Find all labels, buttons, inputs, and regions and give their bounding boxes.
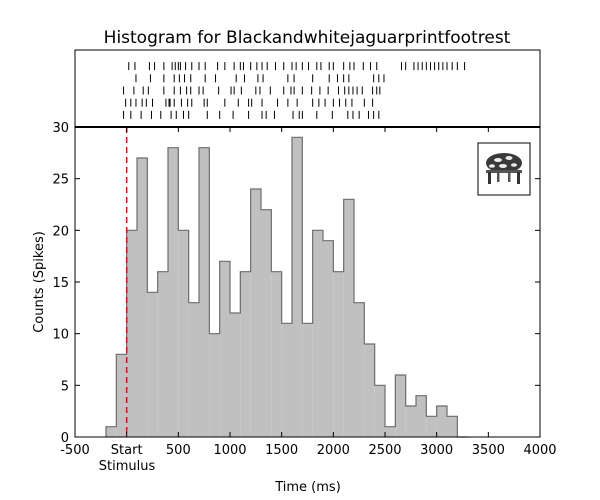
histogram-bar: [416, 395, 427, 437]
x-tick-label: -500: [60, 443, 90, 458]
histogram-bar: [157, 271, 168, 437]
histogram-bar: [281, 323, 292, 437]
histogram-bar: [374, 385, 385, 437]
footrest-thumbnail-icon: [486, 153, 522, 184]
x-tick-sublabel-stimulus: Stimulus: [99, 459, 156, 474]
histogram-bar: [354, 302, 365, 437]
histogram-bar: [199, 147, 210, 437]
y-tick-label: 15: [52, 276, 69, 291]
histogram-bar: [323, 240, 334, 437]
histogram-bar: [116, 354, 127, 437]
histogram-bar: [302, 323, 313, 437]
histogram-bar: [261, 209, 272, 437]
histogram-bar: [405, 406, 416, 437]
y-tick-label: 5: [61, 379, 69, 394]
y-tick-label: 25: [52, 173, 69, 188]
histogram-bars: [105, 136, 468, 438]
histogram-bar: [426, 416, 437, 437]
histogram-bar: [343, 199, 354, 437]
histogram-bar: [292, 137, 303, 438]
raster-panel: [74, 49, 541, 128]
y-axis-label: Counts (Spikes): [32, 231, 47, 333]
histogram-bar: [385, 426, 396, 437]
histogram-bar: [271, 271, 282, 437]
histogram-bar: [447, 416, 458, 437]
histogram-bar: [230, 313, 241, 437]
x-tick-label: 3500: [472, 443, 505, 458]
histogram-bar: [436, 406, 447, 437]
raster-ticks: [123, 62, 466, 119]
histogram-bar: [312, 230, 323, 437]
y-tick-label: 10: [52, 328, 69, 343]
histogram-bar: [137, 158, 148, 437]
x-axis-label: Time (ms): [274, 480, 341, 495]
histogram-bar: [168, 147, 179, 437]
y-tick-label: 20: [52, 224, 69, 239]
histogram-bar: [333, 271, 344, 437]
histogram-outline: [105, 136, 468, 438]
y-axis-ticks: 0 5 10 15 20 25 30: [52, 121, 540, 446]
histogram-bar: [147, 292, 158, 437]
histogram-bar: [240, 271, 251, 437]
histogram-bar: [395, 375, 406, 437]
y-tick-label: 0: [61, 431, 69, 446]
histogram-bar: [188, 302, 199, 437]
x-tick-label: 4000: [523, 443, 556, 458]
histogram-bar: [209, 333, 220, 437]
histogram-bar: [126, 230, 137, 437]
histogram-bar: [364, 344, 375, 437]
x-tick-label: 500: [166, 443, 191, 458]
histogram-panel: -500 Start 500 1000 1500 2000 2500 3000 3500 4000…: [32, 121, 557, 495]
x-tick-label: 2000: [317, 443, 350, 458]
x-tick-label: 1000: [213, 443, 246, 458]
histogram-bar: [178, 230, 189, 437]
x-tick-label: 1500: [265, 443, 298, 458]
y-tick-label: 30: [52, 121, 69, 136]
raster-frame: [74, 49, 541, 128]
x-tick-label: Start: [111, 443, 143, 458]
chart-title: Histogram for Blackandwhitejaguarprintfo…: [104, 28, 511, 48]
histogram-bar: [250, 189, 261, 437]
x-tick-label: 2500: [368, 443, 401, 458]
x-tick-label: 3000: [420, 443, 453, 458]
histogram-bar: [106, 426, 117, 437]
x-axis-ticks: -500 Start 500 1000 1500 2000 2500 3000 3500 4000: [60, 127, 557, 458]
histogram-bar: [219, 261, 230, 437]
stimulus-thumbnail: [477, 142, 531, 196]
